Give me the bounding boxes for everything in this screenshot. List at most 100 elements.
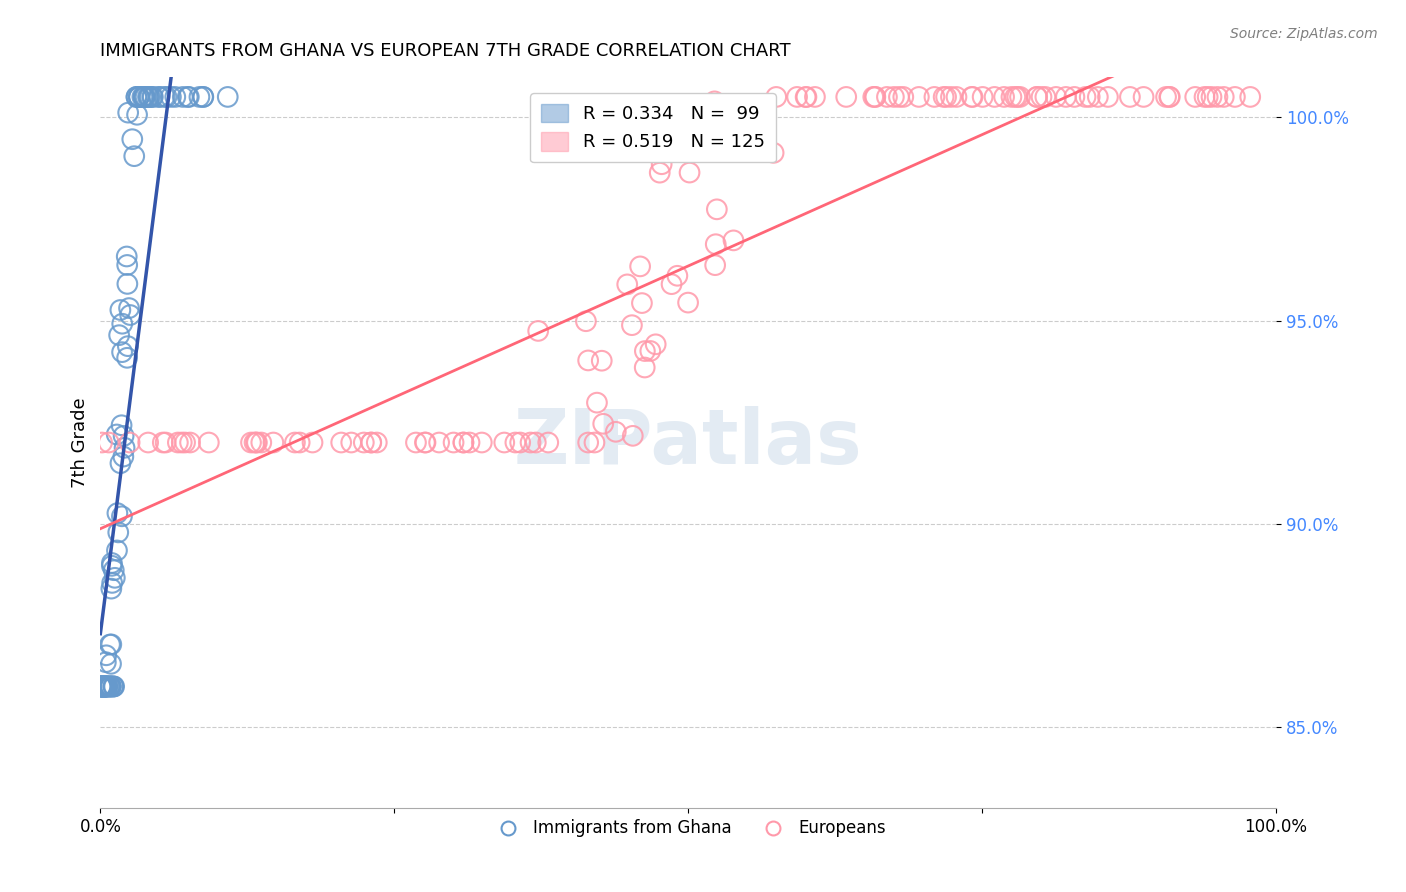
Point [443, 435, 465, 450]
Point [592, 417, 614, 431]
Point [993, 90, 1015, 104]
Point [104, 571, 127, 585]
Point [91, 435, 114, 450]
Point [972, 90, 994, 104]
Point [634, 344, 657, 359]
Point [188, 90, 211, 104]
Point [243, 435, 266, 450]
Point [575, 314, 598, 328]
Point [360, 435, 382, 450]
Point [634, 360, 657, 375]
Legend: Immigrants from Ghana, Europeans: Immigrants from Ghana, Europeans [484, 813, 893, 844]
Point [360, 435, 382, 450]
Point [804, 90, 827, 104]
Point [1206, 90, 1229, 104]
Point [883, 90, 905, 104]
Point [876, 90, 898, 104]
Point [131, 90, 153, 104]
Point [509, 435, 531, 450]
Text: IMMIGRANTS FROM GHANA VS EUROPEAN 7TH GRADE CORRELATION CHART: IMMIGRANTS FROM GHANA VS EUROPEAN 7TH GR… [100, 42, 792, 60]
Point [118, 435, 141, 450]
Point [1159, 90, 1181, 104]
Point [172, 90, 194, 104]
Point [105, 427, 128, 442]
Point [527, 324, 550, 338]
Point [415, 435, 437, 450]
Point [193, 90, 215, 104]
Point [90, 680, 112, 694]
Point [111, 509, 134, 524]
Point [94, 680, 117, 694]
Point [90, 680, 112, 694]
Point [107, 525, 129, 540]
Point [591, 353, 613, 368]
Point [179, 435, 201, 450]
Point [1223, 90, 1246, 104]
Point [939, 90, 962, 104]
Point [111, 317, 134, 331]
Point [94, 680, 117, 694]
Point [301, 435, 323, 450]
Point [128, 90, 150, 104]
Point [177, 90, 200, 104]
Point [142, 90, 165, 104]
Point [1074, 90, 1097, 104]
Point [132, 90, 155, 104]
Point [217, 90, 239, 104]
Point [935, 90, 957, 104]
Point [118, 301, 141, 315]
Point [676, 295, 699, 310]
Point [101, 558, 124, 573]
Point [453, 435, 475, 450]
Point [174, 435, 197, 450]
Point [891, 90, 914, 104]
Point [141, 90, 163, 104]
Point [865, 90, 887, 104]
Point [458, 435, 481, 450]
Point [93, 680, 115, 694]
Point [246, 435, 269, 450]
Point [734, 127, 756, 141]
Point [128, 90, 150, 104]
Point [762, 145, 785, 160]
Point [115, 351, 138, 365]
Point [136, 90, 159, 104]
Point [100, 657, 122, 671]
Point [153, 90, 176, 104]
Point [1054, 90, 1077, 104]
Point [706, 202, 728, 217]
Point [132, 90, 155, 104]
Point [586, 395, 609, 409]
Point [170, 435, 193, 450]
Point [115, 250, 138, 264]
Point [960, 90, 983, 104]
Point [330, 435, 353, 450]
Point [862, 90, 884, 104]
Point [704, 237, 727, 252]
Point [616, 277, 638, 292]
Point [1239, 90, 1261, 104]
Point [91, 680, 114, 694]
Point [453, 435, 475, 450]
Point [91, 680, 114, 694]
Point [100, 680, 122, 694]
Point [94, 655, 117, 669]
Point [1159, 90, 1181, 104]
Point [117, 339, 139, 353]
Point [1132, 90, 1154, 104]
Point [96, 680, 118, 694]
Point [723, 233, 745, 247]
Point [340, 435, 363, 450]
Point [139, 90, 162, 104]
Point [125, 108, 148, 122]
Text: Source: ZipAtlas.com: Source: ZipAtlas.com [1230, 27, 1378, 41]
Point [111, 345, 134, 359]
Point [167, 435, 190, 450]
Point [1078, 90, 1101, 104]
Point [125, 90, 148, 104]
Point [112, 450, 135, 464]
Point [725, 124, 748, 138]
Point [98, 680, 121, 694]
Point [1000, 90, 1022, 104]
Point [1201, 90, 1223, 104]
